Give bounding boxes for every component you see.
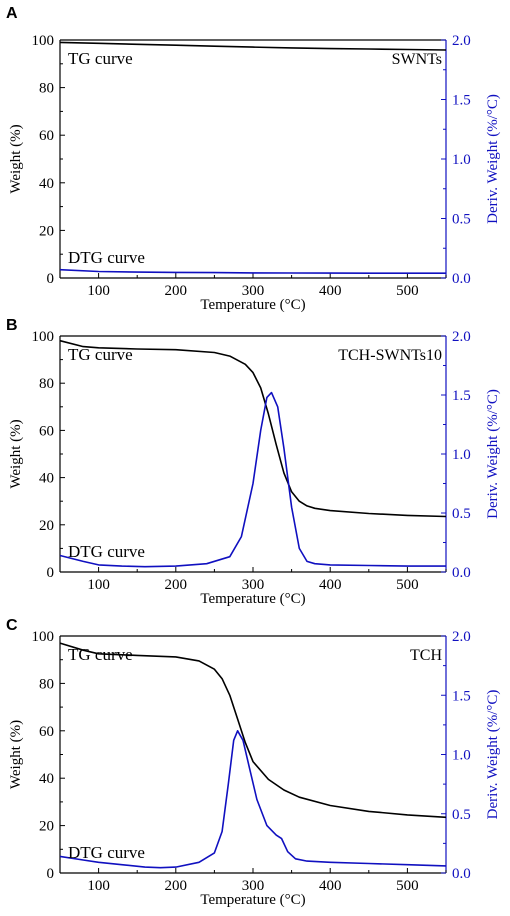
panel-b-y-tick-label: 0 [47, 565, 55, 581]
panel-b-y2-tick-label: 2.0 [452, 329, 471, 345]
panel-c-y-axis-title: Weight (%) [8, 720, 24, 789]
panel-b-letter: B [6, 317, 18, 334]
panel-a-y-tick-label: 20 [39, 223, 54, 239]
panel-b-y2-tick-label: 1.0 [452, 447, 471, 463]
panel-b-y-axis-title: Weight (%) [8, 419, 24, 488]
panel-a-y2-tick-label: 1.5 [452, 93, 471, 109]
panel-c-y2-tick-label: 1.5 [452, 688, 471, 704]
panel-a-x-tick-label: 100 [87, 283, 110, 299]
panel-c-x-tick-label: 400 [319, 878, 342, 894]
panel-a-dtg-label: DTG curve [68, 248, 145, 267]
panel-c-y-tick-label: 20 [39, 819, 54, 835]
panel-b-tg-curve [59, 339, 447, 518]
panel-a-y-tick-label: 40 [39, 176, 54, 192]
panel-b-y-tick-label: 40 [39, 471, 54, 487]
panel-b-y2-tick-label: 0.0 [452, 565, 471, 581]
panel-c-dtg-label: DTG curve [68, 843, 145, 862]
panel-c-y2-tick-label: 0.0 [452, 866, 471, 882]
panel-a-x-tick-label: 300 [242, 283, 265, 299]
panel-c-letter: C [6, 617, 18, 634]
panel-b-y-tick-label: 20 [39, 518, 54, 534]
panel-a-y-axis-title: Weight (%) [8, 124, 24, 193]
panel-c-y-tick-label: 100 [32, 629, 55, 645]
panel-c-x-tick-label: 200 [165, 878, 188, 894]
panel-c-x-tick-label: 100 [87, 878, 110, 894]
panel-b-x-tick-label: 200 [165, 577, 188, 593]
panel-b-y2-axis-title: Deriv. Weight (%/°C) [485, 389, 501, 519]
panel-a-y2-tick-label: 2.0 [452, 33, 471, 49]
panel-b-sample-label: TCH-SWNTs10 [338, 347, 442, 364]
panel-c-sample-label: TCH [410, 647, 442, 664]
panel-a-y2-tick-label: 1.0 [452, 152, 471, 168]
panel-b-x-tick-label: 400 [319, 577, 342, 593]
panel-c-y2-tick-label: 0.5 [452, 807, 471, 823]
panel-c-y-tick-label: 0 [47, 866, 55, 882]
panel-b-dtg-label: DTG curve [68, 542, 145, 561]
panel-a-y-tick-label: 100 [32, 33, 55, 49]
panel-b-y-tick-label: 60 [39, 423, 54, 439]
panel-a-x-tick-label: 500 [396, 283, 419, 299]
panel-c-x-axis-title: Temperature (°C) [200, 892, 305, 908]
panel-b-dtg-curve [59, 391, 446, 568]
panel-c-x-tick-label: 500 [396, 878, 419, 894]
panel-a-dtg-curve [59, 268, 446, 275]
panel-c-dtg-curve [59, 729, 447, 869]
panel-c-y-tick-label: 80 [39, 676, 54, 692]
panel-a-y-tick-label: 0 [47, 271, 55, 287]
panel-a-x-tick-label: 400 [319, 283, 342, 299]
panel-a-tg-curve [59, 41, 447, 51]
panel-b-x-tick-label: 300 [242, 577, 265, 593]
panel-c-y2-axis-title: Deriv. Weight (%/°C) [485, 690, 501, 820]
panel-b-tg-label: TG curve [68, 345, 133, 364]
panel-a-y2-axis-title: Deriv. Weight (%/°C) [485, 94, 501, 224]
panel-a-y-tick-label: 60 [39, 128, 54, 144]
panel-a-x-axis-title: Temperature (°C) [200, 297, 305, 313]
panel-a-y2-tick-label: 0.0 [452, 271, 471, 287]
panel-c-y-tick-label: 60 [39, 724, 54, 740]
panel-c-y-tick-label: 40 [39, 771, 54, 787]
panel-a-y2-tick-label: 0.5 [452, 212, 471, 228]
panel-a-sample-label: SWNTs [392, 51, 442, 68]
panel-a-letter: A [6, 5, 18, 22]
panel-a-x-tick-label: 200 [165, 283, 188, 299]
panel-b-x-tick-label: 100 [87, 577, 110, 593]
panel-b-y-tick-label: 80 [39, 376, 54, 392]
panel-c-x-tick-label: 300 [242, 878, 265, 894]
panel-b-x-axis-title: Temperature (°C) [200, 591, 305, 607]
panel-b-x-tick-label: 500 [396, 577, 419, 593]
panel-b-y-tick-label: 100 [32, 329, 55, 345]
panel-a-tg-label: TG curve [68, 49, 133, 68]
panel-c-y2-tick-label: 1.0 [452, 748, 471, 764]
panel-c-tg-label: TG curve [68, 645, 133, 664]
panel-c-tg-curve [59, 642, 447, 819]
panel-b-y2-tick-label: 0.5 [452, 506, 471, 522]
panel-c-y2-tick-label: 2.0 [452, 629, 471, 645]
panel-a-y-tick-label: 80 [39, 81, 54, 97]
panel-b-y2-tick-label: 1.5 [452, 388, 471, 404]
